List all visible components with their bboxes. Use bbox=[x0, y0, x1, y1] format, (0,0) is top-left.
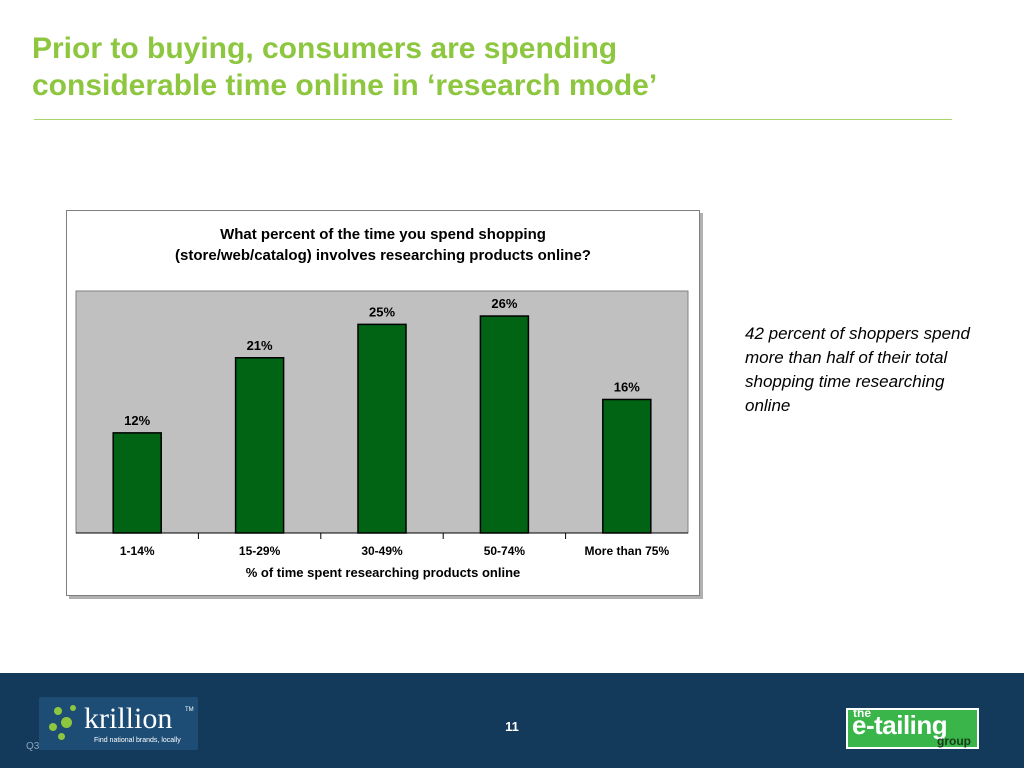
callout-text: 42 percent of shoppers spend more than h… bbox=[745, 324, 970, 415]
footer-bar: krillion TM Find national brands, locall… bbox=[0, 673, 1024, 768]
data-label: 16% bbox=[614, 379, 640, 394]
x-tick-label: More than 75% bbox=[584, 544, 669, 558]
krillion-trademark: TM bbox=[185, 707, 194, 713]
slide-title: Prior to buying, consumers are spending … bbox=[32, 30, 932, 104]
krillion-dot-icon bbox=[61, 717, 72, 728]
bar bbox=[357, 323, 407, 534]
title-divider bbox=[34, 119, 952, 120]
data-label: 26% bbox=[491, 296, 517, 311]
etailing-wordmark: e-tailing bbox=[852, 710, 948, 740]
chart-frame: What percent of the time you spend shopp… bbox=[66, 210, 700, 596]
etailing-group-text: group bbox=[937, 734, 971, 748]
chart-title-line-1: What percent of the time you spend shopp… bbox=[220, 226, 546, 243]
x-tick-label: 1-14% bbox=[120, 544, 155, 558]
bar bbox=[479, 315, 530, 534]
data-label: 21% bbox=[247, 338, 273, 353]
krillion-tagline: Find national brands, locally bbox=[94, 737, 181, 744]
page-number: 11 bbox=[505, 719, 519, 734]
x-tick-label: 15-29% bbox=[239, 544, 281, 558]
x-axis-title: % of time spent researching products onl… bbox=[245, 565, 521, 580]
bar bbox=[234, 357, 285, 534]
x-tick-label: 30-49% bbox=[361, 544, 403, 558]
slide-title-line-1: Prior to buying, consumers are spending bbox=[32, 32, 618, 65]
krillion-wordmark: krillion bbox=[84, 702, 173, 735]
etailing-the-text: the bbox=[853, 706, 871, 720]
x-tick-label: 50-74% bbox=[484, 544, 526, 558]
etailing-group-logo: the e-tailing group bbox=[846, 706, 979, 749]
bar bbox=[602, 398, 652, 534]
chart-title-line-2: (store/web/catalog) involves researching… bbox=[175, 247, 591, 264]
slide-title-line-2: considerable time online in ‘research mo… bbox=[32, 69, 658, 102]
chart-title: What percent of the time you spend shopp… bbox=[67, 224, 699, 266]
krillion-dot-icon bbox=[70, 705, 76, 711]
krillion-dot-icon bbox=[49, 723, 57, 731]
krillion-dot-icon bbox=[54, 707, 62, 715]
data-label: 25% bbox=[369, 304, 395, 319]
krillion-logo: krillion TM Find national brands, locall… bbox=[39, 697, 198, 750]
bar-chart: 12% 1-14% 21% 15-29% 25% 30-49% 26% 50-74% 16% Mo… bbox=[75, 290, 689, 558]
krillion-dot-icon bbox=[58, 733, 65, 740]
bar bbox=[112, 432, 162, 534]
footnote: Q3 bbox=[26, 741, 40, 752]
data-label: 12% bbox=[124, 413, 150, 428]
